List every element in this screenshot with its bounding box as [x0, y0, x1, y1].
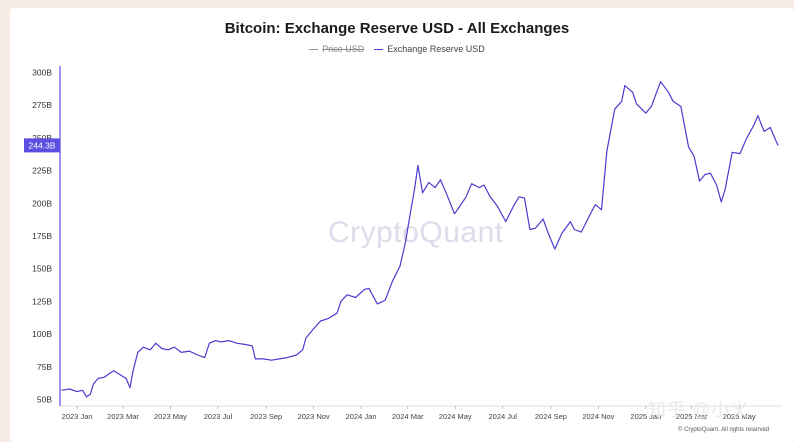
x-tick-label: 2023 Jan: [62, 412, 93, 421]
y-tick-label: 275B: [32, 100, 52, 110]
x-tick-label: 2024 Mar: [392, 412, 424, 421]
last-value-label: 244.3B: [29, 140, 56, 150]
x-tick-label: 2023 Jul: [204, 412, 233, 421]
copyright-text: © CryptoQuant. All rights reserved: [678, 427, 770, 433]
y-tick-label: 200B: [32, 198, 52, 208]
zhihu-watermark: 知乎 @小义: [648, 400, 750, 420]
cryptoquant-watermark: CryptoQuant: [328, 216, 504, 249]
y-tick-label: 100B: [32, 329, 52, 339]
x-tick-label: 2023 Mar: [107, 412, 139, 421]
x-tick-label: 2025 May: [723, 412, 756, 421]
y-tick-label: 175B: [32, 231, 52, 241]
x-tick-label: 2024 Nov: [582, 412, 614, 421]
chart-title: Bitcoin: Exchange Reserve USD - All Exch…: [224, 20, 570, 37]
x-tick-label: 2024 Jul: [489, 412, 518, 421]
x-tick-label: 2025 Mar: [676, 412, 708, 421]
x-tick-label: 2024 May: [439, 412, 472, 421]
x-tick-label: 2024 Sep: [535, 412, 567, 421]
legend-label-price-usd: Price USD: [322, 44, 365, 54]
y-tick-label: 225B: [32, 166, 52, 176]
x-tick-label: 2023 May: [154, 412, 187, 421]
y-tick-label: 300B: [32, 68, 52, 78]
chart-card: [10, 8, 794, 442]
exchange-reserve-line[interactable]: [61, 81, 779, 398]
y-tick-label: 125B: [32, 296, 52, 306]
last-value-badge: 244.3B: [24, 138, 60, 153]
y-tick-label: 250B: [32, 133, 52, 143]
chart-legend: Price USD Exchange Reserve USD: [0, 44, 794, 54]
y-tick-label: 75B: [37, 362, 52, 372]
x-tick-label: 2024 Jan: [346, 412, 377, 421]
legend-item-exchange-reserve[interactable]: Exchange Reserve USD: [374, 44, 485, 54]
x-tick-label: 2023 Nov: [298, 412, 330, 421]
x-tick-label: 2023 Sep: [250, 412, 282, 421]
legend-swatch-exchange-reserve: [374, 48, 384, 50]
legend-label-exchange-reserve: Exchange Reserve USD: [387, 44, 485, 54]
legend-swatch-price-usd: [309, 48, 319, 50]
y-tick-label: 150B: [32, 264, 52, 274]
x-tick-label: 2025 Jan: [630, 412, 661, 421]
y-tick-label: 50B: [37, 394, 52, 404]
legend-item-price-usd[interactable]: Price USD: [309, 44, 364, 54]
